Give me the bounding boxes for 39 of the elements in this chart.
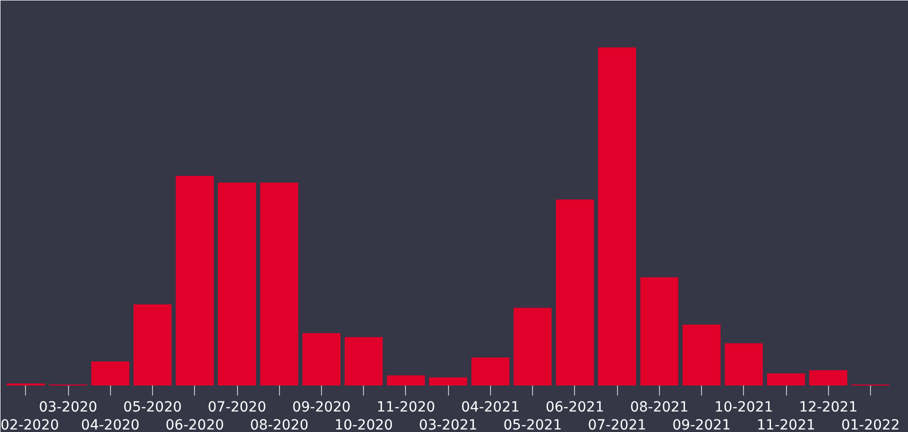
x-tick-label: 12-2021 <box>799 400 858 416</box>
bar <box>471 357 510 386</box>
bar <box>302 333 340 386</box>
x-tick-label: 08-2020 <box>250 418 308 432</box>
bar <box>598 47 636 386</box>
bar <box>386 375 425 386</box>
bar <box>260 182 298 386</box>
bar <box>429 377 468 386</box>
x-tick-label: 05-2021 <box>503 418 562 432</box>
bar <box>682 324 721 386</box>
x-tick-label: 07-2020 <box>208 400 266 416</box>
x-tick-label: 10-2021 <box>714 400 774 416</box>
x-tick-label: 09-2021 <box>672 418 731 432</box>
x-tick-label: 06-2021 <box>546 400 604 416</box>
x-tick-label: 10-2020 <box>334 418 393 432</box>
bar <box>724 343 763 386</box>
x-tick-label: 04-2021 <box>461 400 520 416</box>
bar <box>767 373 806 386</box>
bar <box>344 337 383 386</box>
x-tick-label: 04-2020 <box>81 418 140 432</box>
x-tick-label: 02-2020 <box>0 418 59 432</box>
x-tick-label: 06-2020 <box>166 418 224 432</box>
bar <box>176 176 214 386</box>
x-tick-label: 08-2021 <box>630 400 689 416</box>
x-tick-label: 03-2021 <box>418 418 478 432</box>
bar <box>640 277 678 386</box>
bar <box>91 361 130 386</box>
bar <box>218 182 256 386</box>
x-tick-label: 11-2020 <box>376 400 436 416</box>
bar <box>514 308 552 386</box>
x-tick-label: 07-2021 <box>588 418 646 432</box>
bar <box>556 200 594 386</box>
bar <box>809 370 848 386</box>
x-tick-label: 01-2022 <box>841 418 900 432</box>
x-tick-label: 11-2021 <box>756 418 816 432</box>
x-tick-label: 09-2020 <box>292 400 351 416</box>
x-tick-label: 05-2020 <box>123 400 182 416</box>
x-tick-label: 03-2020 <box>38 400 98 416</box>
bar <box>134 304 172 386</box>
